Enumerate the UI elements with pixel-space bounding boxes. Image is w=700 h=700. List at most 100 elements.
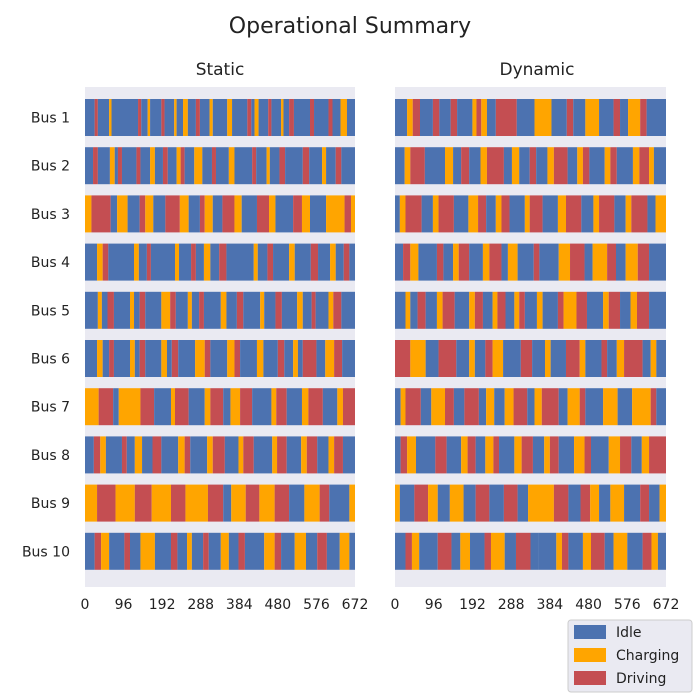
segment-idle-10-18 xyxy=(244,532,265,570)
segment-idle-2-16 xyxy=(184,147,195,185)
segment-driving-2-23 xyxy=(252,147,257,185)
segment-idle-10-8 xyxy=(470,532,485,570)
segment-driving-8-17 xyxy=(549,436,559,474)
segment-idle-7-20 xyxy=(585,388,604,426)
segment-idle-10-21 xyxy=(281,532,295,570)
segment-idle-5-3 xyxy=(101,291,108,329)
segment-charging-5-2 xyxy=(405,291,411,329)
segment-charging-3-23 xyxy=(625,195,632,233)
segment-driving-3-18 xyxy=(565,195,582,233)
segment-charging-7-19 xyxy=(301,388,309,426)
segment-driving-6-4 xyxy=(438,340,457,377)
segment-idle-2-4 xyxy=(424,147,445,185)
segment-driving-5-22 xyxy=(576,291,587,329)
segment-idle-6-3 xyxy=(425,340,439,377)
segment-charging-8-3 xyxy=(100,436,106,474)
segment-idle-1-1 xyxy=(395,99,408,136)
segment-driving-6-4 xyxy=(109,340,114,377)
segment-idle-4-10 xyxy=(179,243,192,281)
segment-idle-10-13 xyxy=(530,532,539,570)
segment-driving-6-15 xyxy=(204,340,211,377)
segment-idle-4-25 xyxy=(649,243,666,281)
segment-idle-7-18 xyxy=(286,388,302,426)
segment-driving-4-15 xyxy=(533,243,540,281)
segment-charging-10-15 xyxy=(556,532,562,570)
segment-charging-5-12 xyxy=(492,291,498,329)
segment-idle-1-17 xyxy=(199,99,210,136)
segment-charging-6-16 xyxy=(579,340,586,377)
segment-charging-6-23 xyxy=(650,340,657,377)
segment-charging-5-6 xyxy=(130,291,135,329)
segment-idle-5-12 xyxy=(175,291,188,329)
segment-driving-10-5 xyxy=(437,532,452,570)
segment-idle-1-15 xyxy=(187,99,196,136)
segment-idle-10-23 xyxy=(305,532,318,570)
segment-charging-3-24 xyxy=(326,195,345,233)
segment-driving-1-10 xyxy=(161,99,165,136)
x-tick-label: 672 xyxy=(653,597,680,613)
segment-charging-9-7 xyxy=(185,484,208,522)
segment-idle-2-34 xyxy=(341,147,355,185)
segment-charging-9-16 xyxy=(590,484,600,522)
segment-idle-6-22 xyxy=(642,340,651,377)
segment-driving-6-12 xyxy=(171,340,179,377)
segment-charging-10-19 xyxy=(264,532,275,570)
segment-charging-7-21 xyxy=(603,388,618,426)
segment-idle-8-22 xyxy=(286,436,302,474)
segment-charging-1-23 xyxy=(628,99,641,136)
segment-idle-3-5 xyxy=(127,195,140,233)
segment-driving-2-7 xyxy=(461,147,470,185)
segment-idle-2-13 xyxy=(519,147,530,185)
segment-charging-4-10 xyxy=(482,243,490,281)
segment-idle-3-13 xyxy=(509,195,525,233)
segment-charging-2-19 xyxy=(577,147,583,185)
segment-charging-2-12 xyxy=(511,147,520,185)
segment-driving-7-23 xyxy=(342,388,355,426)
segment-idle-4-6 xyxy=(443,243,454,281)
segment-idle-9-7 xyxy=(463,484,476,522)
segment-idle-5-8 xyxy=(454,291,470,329)
segment-driving-7-8 xyxy=(464,388,479,426)
segment-idle-2-18 xyxy=(567,147,578,185)
segment-idle-5-29 xyxy=(649,291,666,329)
segment-driving-4-2 xyxy=(403,243,411,281)
segment-idle-1-25 xyxy=(258,99,269,136)
segment-driving-4-8 xyxy=(458,243,470,281)
segment-idle-8-15 xyxy=(532,436,545,474)
segment-driving-2-27 xyxy=(279,147,286,185)
segment-charging-6-2 xyxy=(410,340,426,377)
segment-idle-8-6 xyxy=(126,436,135,474)
segment-driving-8-5 xyxy=(121,436,127,474)
segment-idle-2-28 xyxy=(653,147,666,185)
legend-swatch-idle xyxy=(574,625,606,639)
segment-driving-7-20 xyxy=(308,388,323,426)
segment-charging-9-22 xyxy=(659,484,666,522)
segment-charging-6-28 xyxy=(325,340,335,377)
segment-driving-6-21 xyxy=(624,340,643,377)
bus-label-1: Bus 1 xyxy=(31,111,70,127)
segment-driving-7-11 xyxy=(210,388,224,426)
segment-idle-2-1 xyxy=(85,147,94,185)
segment-charging-4-3 xyxy=(410,243,419,281)
segment-driving-9-20 xyxy=(640,484,650,522)
segment-charging-2-16 xyxy=(547,147,554,185)
segment-charging-7-13 xyxy=(230,388,241,426)
bus-label-3: Bus 3 xyxy=(31,207,70,223)
segment-charging-3-13 xyxy=(204,195,213,233)
segment-charging-2-22 xyxy=(604,147,611,185)
segment-idle-9-14 xyxy=(568,484,581,522)
segment-charging-4-25 xyxy=(330,243,336,281)
segment-driving-1-30 xyxy=(289,99,294,136)
segment-charging-10-24 xyxy=(651,532,658,570)
segment-idle-2-32 xyxy=(326,147,336,185)
segment-idle-1-25 xyxy=(646,99,666,136)
segment-idle-10-6 xyxy=(130,532,141,570)
segment-idle-7-22 xyxy=(617,388,633,426)
segment-charging-9-12 xyxy=(259,484,275,522)
chart-title: Operational Summary xyxy=(229,14,471,39)
segment-charging-10-18 xyxy=(582,532,591,570)
segment-charging-1-11 xyxy=(481,99,487,136)
segment-idle-5-22 xyxy=(264,291,276,329)
segment-idle-3-1 xyxy=(395,195,400,233)
segment-idle-3-7 xyxy=(453,195,469,233)
